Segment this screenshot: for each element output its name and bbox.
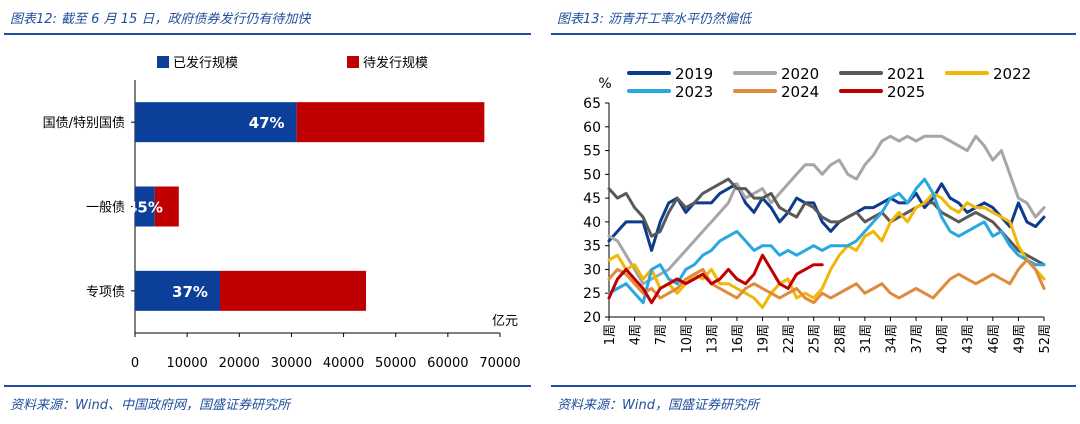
y-axis-unit: % xyxy=(598,76,611,92)
bar-3-series-1 xyxy=(135,270,220,311)
x-tick-label: 13周 xyxy=(705,324,720,354)
y-tick-label: 40 xyxy=(583,215,601,231)
category-label: 一般债 xyxy=(86,200,125,216)
bar-2-series-2 xyxy=(154,186,179,227)
legend-label-2019: 2019 xyxy=(675,65,713,83)
series-line-2024 xyxy=(607,258,1046,305)
title-divider xyxy=(4,33,531,35)
x-tick-label: 31周 xyxy=(859,324,874,354)
y-tick-label: 25 xyxy=(583,286,601,302)
bar-2-series-1 xyxy=(135,186,155,227)
legend-label-2021: 2021 xyxy=(887,65,925,83)
x-tick-label: 40周 xyxy=(936,324,951,354)
y-tick-label: 20 xyxy=(583,310,601,326)
data-label: 37% xyxy=(172,283,208,301)
series-line-2020 xyxy=(607,134,1046,286)
x-tick-label: 49周 xyxy=(1012,324,1027,354)
y-tick-label: 30 xyxy=(583,262,601,278)
x-tick-label: 16周 xyxy=(731,324,746,354)
chart-title: 图表12: 截至 6 月 15 日，政府债券发行仍有待加快 xyxy=(10,12,311,27)
series-line-2021 xyxy=(607,177,1046,267)
x-tick-label: 40000 xyxy=(323,356,364,371)
bar-1-series-1 xyxy=(135,102,297,143)
x-tick-label: 30000 xyxy=(271,356,312,371)
legend-swatch-1 xyxy=(157,56,169,68)
series-line-2022 xyxy=(607,191,1046,309)
x-tick-label: 10周 xyxy=(680,324,695,354)
legend-label-2020: 2020 xyxy=(781,65,819,83)
legend-label-1: 已发行规模 xyxy=(173,55,238,71)
category-label: 专项债 xyxy=(86,285,125,300)
y-tick-label: 45 xyxy=(583,191,601,207)
legend-label-2022: 2022 xyxy=(993,65,1031,83)
panel-government-bond-issuance: 图表12: 截至 6 月 15 日，政府债券发行仍有待加快 已发行规模 待发行规模… xyxy=(0,0,535,424)
x-tick-label: 19周 xyxy=(757,324,772,354)
legend-label-2023: 2023 xyxy=(675,83,713,101)
x-tick-label: 4周 xyxy=(629,324,644,345)
x-tick-label: 43周 xyxy=(961,324,976,354)
x-tick-label: 52周 xyxy=(1038,324,1053,354)
bar-1-series-2 xyxy=(296,102,485,143)
series-line-2023 xyxy=(607,177,1046,305)
x-tick-label: 34周 xyxy=(884,324,899,354)
title-divider xyxy=(551,33,1076,35)
x-tick-label: 60000 xyxy=(427,356,468,371)
source-divider xyxy=(4,385,531,387)
x-tick-label: 50000 xyxy=(375,356,416,371)
y-tick-label: 50 xyxy=(583,167,601,183)
x-tick-label: 10000 xyxy=(166,356,207,371)
legend-label-2025: 2025 xyxy=(887,83,925,101)
y-tick-label: 55 xyxy=(583,144,601,160)
chart-title: 图表13: 沥青开工率水平仍然偏低 xyxy=(557,12,752,27)
x-tick-label: 7周 xyxy=(654,324,669,345)
data-label: 47% xyxy=(249,114,285,132)
series-line-2019 xyxy=(607,182,1046,252)
legend-label-2024: 2024 xyxy=(781,83,819,101)
bar-3-series-2 xyxy=(219,270,366,311)
series-line-2025 xyxy=(607,253,824,305)
x-tick-label: 22周 xyxy=(782,324,797,354)
x-tick-label: 28周 xyxy=(833,324,848,354)
y-tick-label: 35 xyxy=(583,239,601,255)
x-tick-label: 46周 xyxy=(987,324,1002,354)
source-divider xyxy=(551,385,1076,387)
legend-label-2: 待发行规模 xyxy=(363,55,428,71)
x-tick-label: 25周 xyxy=(808,324,823,354)
panel-asphalt-operating-rate: 图表13: 沥青开工率水平仍然偏低 20 25 30 35 40 45 50 55 60 65% 1… xyxy=(547,0,1080,424)
y-tick-label: 65 xyxy=(583,96,601,112)
x-tick-label: 70000 xyxy=(479,356,520,371)
legend-swatch-2 xyxy=(347,56,359,68)
y-tick-label: 60 xyxy=(583,120,601,136)
x-tick-label: 1周 xyxy=(603,324,618,345)
category-label: 国债/特别国债 xyxy=(43,116,125,131)
unit-label: 亿元 xyxy=(492,314,518,329)
source-note: 资料来源：Wind，国盛证券研究所 xyxy=(557,398,759,413)
data-label: 45% xyxy=(127,199,163,217)
x-tick-label: 0 xyxy=(131,356,139,371)
source-note: 资料来源：Wind、中国政府网，国盛证券研究所 xyxy=(10,398,290,413)
x-tick-label: 37周 xyxy=(910,324,925,354)
x-tick-label: 20000 xyxy=(219,356,260,371)
